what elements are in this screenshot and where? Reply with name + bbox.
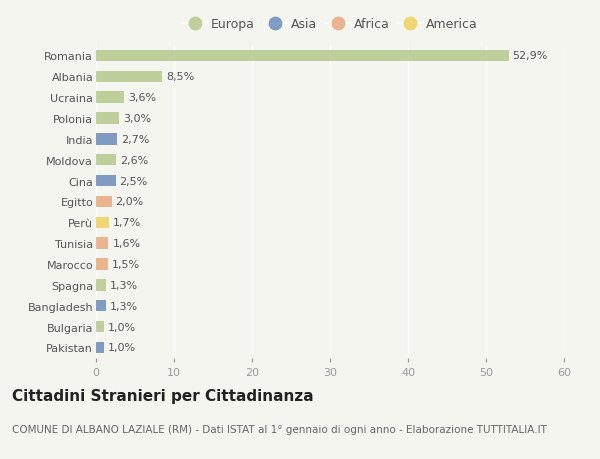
Bar: [96, 300, 106, 312]
Bar: [96, 238, 109, 249]
Bar: [96, 92, 124, 104]
Text: 52,9%: 52,9%: [512, 51, 548, 62]
Bar: [96, 50, 509, 62]
Text: COMUNE DI ALBANO LAZIALE (RM) - Dati ISTAT al 1° gennaio di ogni anno - Elaboraz: COMUNE DI ALBANO LAZIALE (RM) - Dati IST…: [12, 425, 547, 435]
Text: 1,7%: 1,7%: [113, 218, 142, 228]
Text: Cittadini Stranieri per Cittadinanza: Cittadini Stranieri per Cittadinanza: [12, 388, 314, 403]
Text: 1,0%: 1,0%: [108, 322, 136, 332]
Bar: [96, 113, 119, 124]
Text: 1,6%: 1,6%: [112, 239, 140, 249]
Text: 1,5%: 1,5%: [112, 259, 140, 269]
Bar: [96, 217, 109, 229]
Text: 2,6%: 2,6%: [120, 155, 148, 165]
Bar: [96, 196, 112, 207]
Bar: [96, 155, 116, 166]
Text: 1,3%: 1,3%: [110, 280, 138, 290]
Legend: Europa, Asia, Africa, America: Europa, Asia, Africa, America: [180, 16, 480, 34]
Text: 2,5%: 2,5%: [119, 176, 148, 186]
Text: 2,7%: 2,7%: [121, 134, 149, 145]
Text: 1,0%: 1,0%: [108, 342, 136, 353]
Bar: [96, 280, 106, 291]
Bar: [96, 342, 104, 353]
Text: 3,0%: 3,0%: [124, 114, 151, 124]
Text: 3,6%: 3,6%: [128, 93, 156, 103]
Text: 2,0%: 2,0%: [115, 197, 144, 207]
Bar: [96, 72, 162, 83]
Bar: [96, 259, 108, 270]
Bar: [96, 321, 104, 332]
Text: 1,3%: 1,3%: [110, 301, 138, 311]
Bar: [96, 175, 115, 187]
Bar: [96, 134, 117, 145]
Text: 8,5%: 8,5%: [166, 72, 194, 82]
